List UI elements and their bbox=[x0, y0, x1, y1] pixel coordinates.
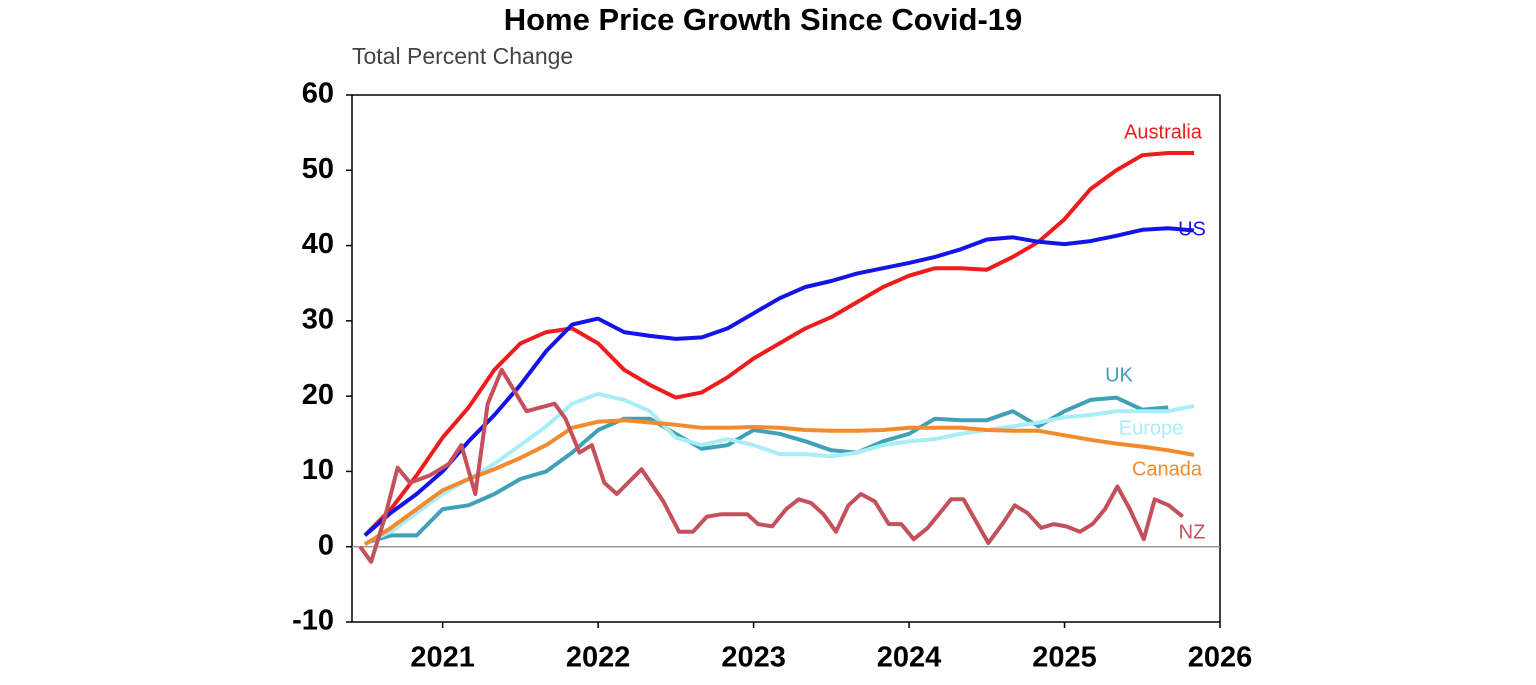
series-line bbox=[363, 151, 1194, 537]
series-line bbox=[364, 391, 1195, 545]
x-tick-label: 2021 bbox=[410, 642, 475, 674]
chart-title: Home Price Growth Since Covid-19 bbox=[504, 2, 1023, 37]
y-tick-label: 60 bbox=[302, 78, 334, 110]
series-line bbox=[363, 418, 1195, 547]
plot-frame bbox=[351, 94, 1221, 623]
series-label: NZ bbox=[1179, 521, 1206, 543]
series-label: Canada bbox=[1132, 458, 1203, 480]
x-tick-label: 2026 bbox=[1188, 642, 1253, 674]
series-line bbox=[363, 226, 1195, 537]
y-tick-label: 0 bbox=[318, 529, 334, 561]
y-tick-label: 20 bbox=[302, 379, 334, 411]
x-tick-label: 2025 bbox=[1032, 642, 1097, 674]
y-tick-label: 40 bbox=[302, 228, 334, 260]
series-label: Europe bbox=[1119, 417, 1184, 439]
y-tick-label: -10 bbox=[292, 605, 334, 637]
y-tick-label: 10 bbox=[302, 454, 334, 486]
series-label: UK bbox=[1105, 364, 1133, 386]
series-line bbox=[358, 367, 1184, 564]
series-label: Australia bbox=[1124, 121, 1203, 143]
x-tick-label: 2024 bbox=[877, 642, 942, 674]
series-label: US bbox=[1178, 218, 1206, 240]
y-tick-label: 50 bbox=[302, 153, 334, 185]
y-tick-label: 30 bbox=[302, 304, 334, 336]
x-tick-label: 2022 bbox=[566, 642, 631, 674]
x-tick-label: 2023 bbox=[721, 642, 786, 674]
chart-subtitle: Total Percent Change bbox=[352, 43, 573, 69]
